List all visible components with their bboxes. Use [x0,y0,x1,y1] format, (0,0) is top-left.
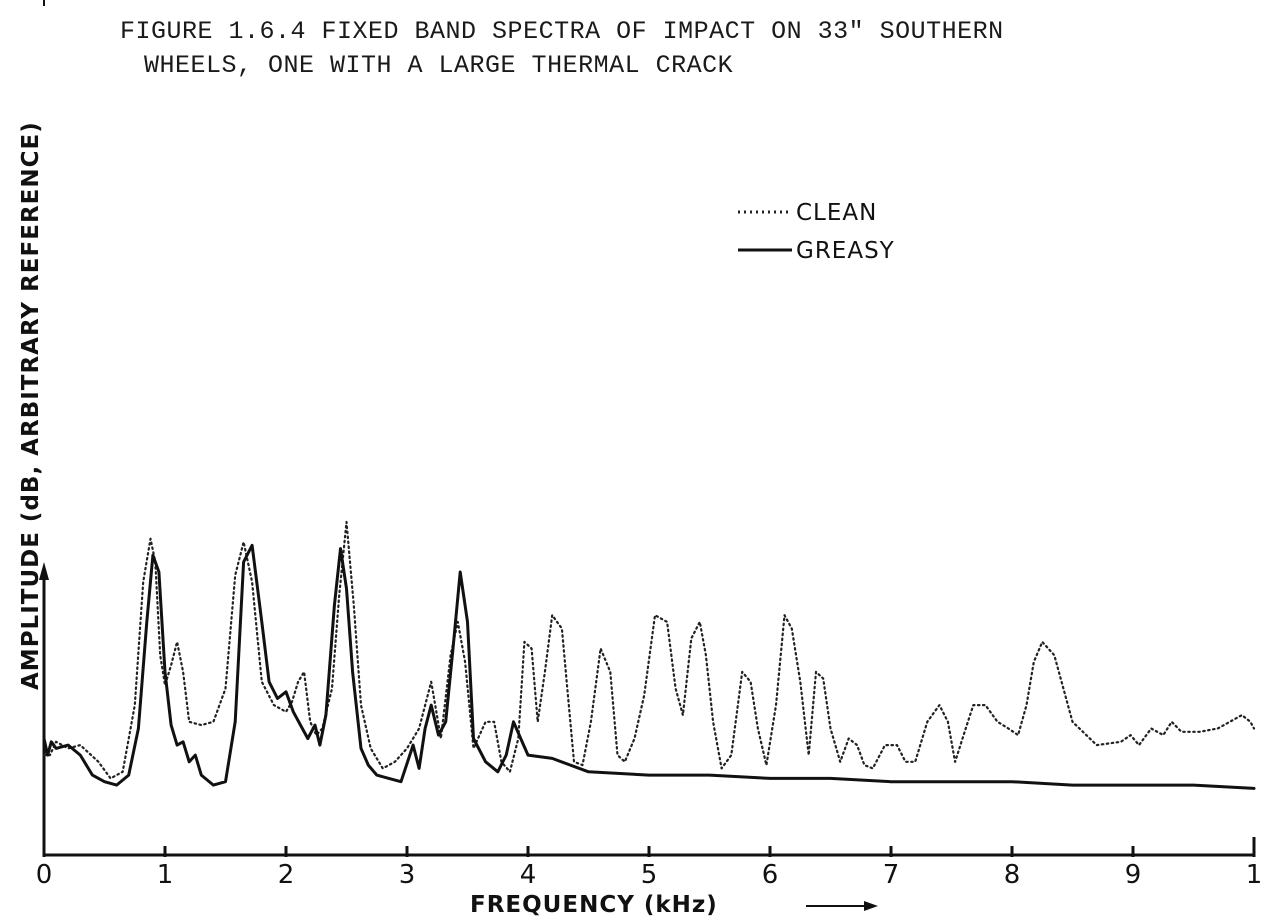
x-tick-label: 5 [641,860,658,890]
y-axis-label: AMPLITUDE (dB, ARBITRARY REFERENCE) [18,121,44,690]
x-axis-label: FREQUENCY (kHz) [470,892,718,918]
chart-title-line-2: WHEELS, ONE WITH A LARGE THERMAL CRACK [144,51,733,80]
legend-greasy-label: GREASY [796,238,895,264]
series-line-greasy [42,543,1256,790]
x-tick-label: 8 [1004,860,1021,890]
legend-clean-label: CLEAN [796,200,877,226]
chart-title-line-1: FIGURE 1.6.4 FIXED BAND SPECTRA OF IMPAC… [120,17,1004,46]
x-tick-label: 7 [883,860,900,890]
x-tick-label: 6 [762,860,779,890]
x-tick-label: 4 [520,860,537,890]
x-axis-label-arrow-head [864,901,878,911]
x-tick-label: 1 [157,860,174,890]
x-tick-label: 9 [1125,860,1142,890]
x-tick-label: 3 [399,860,416,890]
x-tick-label: 2 [278,860,295,890]
y-axis-arrow-head [39,562,49,580]
series-line-clean [42,520,1256,780]
x-tick-label: 0 [36,860,53,890]
x-tick-label: 1 [1246,860,1263,890]
